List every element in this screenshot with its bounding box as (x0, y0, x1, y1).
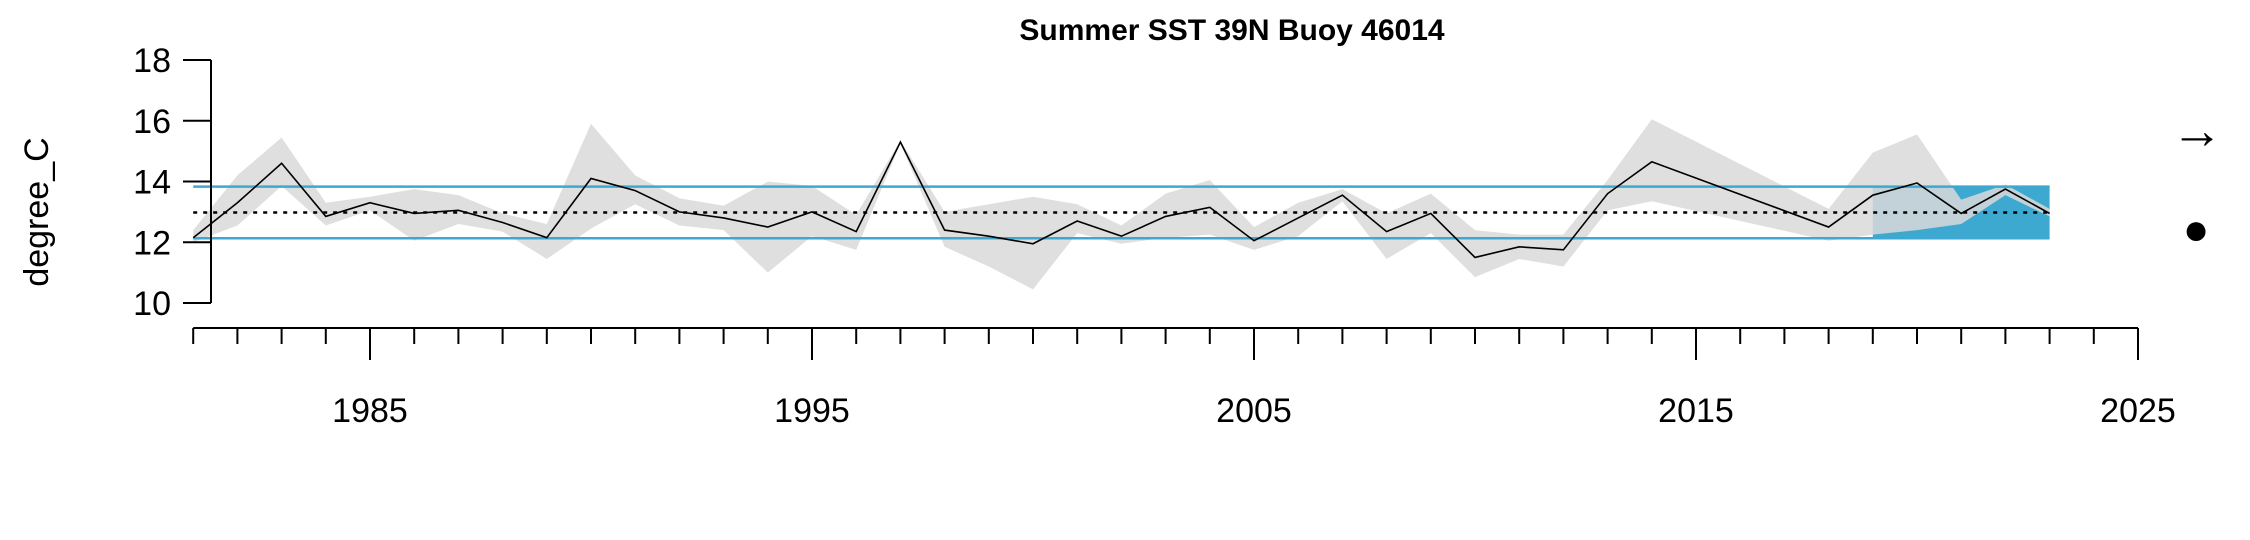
y-tick-label: 18 (133, 42, 171, 80)
data-point (2048, 211, 2052, 215)
data-point (2003, 187, 2007, 191)
data-point (1164, 214, 1168, 218)
plot-area (191, 119, 2052, 290)
data-point (1915, 181, 1919, 185)
data-point (1517, 245, 1521, 249)
x-tick-label: 1985 (332, 392, 408, 430)
data-point (1606, 192, 1610, 196)
x-tick-label: 2025 (2100, 392, 2176, 430)
y-tick-label: 12 (133, 224, 171, 262)
data-point (1650, 160, 1654, 164)
data-point (1871, 193, 1875, 197)
data-point (1252, 239, 1256, 243)
data-point (1429, 211, 1433, 215)
y-tick-label: 16 (133, 103, 171, 141)
chart-title: Summer SST 39N Buoy 46014 (1019, 14, 1445, 47)
data-point (943, 228, 947, 232)
data-point (810, 210, 814, 214)
y-tick-label: 10 (133, 285, 171, 323)
data-point (1959, 211, 1963, 215)
data-point (854, 230, 858, 234)
x-tick-label: 1995 (774, 392, 850, 430)
data-point (1340, 193, 1344, 197)
data-point (456, 208, 460, 212)
data-point (1385, 230, 1389, 234)
x-tick-label: 2005 (1216, 392, 1292, 430)
data-point (1075, 219, 1079, 223)
data-point (191, 236, 195, 240)
data-point (677, 210, 681, 214)
y-axis-label: degree_C (18, 137, 56, 286)
data-point (280, 161, 284, 165)
data-point (412, 211, 416, 215)
data-point (1473, 255, 1477, 259)
data-point (1561, 248, 1565, 252)
y-tick-label: 14 (133, 164, 171, 202)
error-band (193, 119, 2050, 290)
data-point (987, 234, 991, 238)
data-point (898, 140, 902, 144)
data-point (1031, 242, 1035, 246)
data-point (1827, 225, 1831, 229)
data-point (545, 236, 549, 240)
data-point (1119, 234, 1123, 238)
data-point (235, 201, 239, 205)
data-point (589, 176, 593, 180)
mean-status-dot-icon: ● (2183, 205, 2210, 254)
data-point (501, 221, 505, 225)
data-point (1208, 205, 1212, 209)
series-line (192, 140, 2050, 259)
x-tick-label: 2015 (1658, 392, 1734, 430)
data-point (633, 189, 637, 193)
data-point (324, 214, 328, 218)
axes: 10 12 14 16 18 1985 1995 2005 2015 2025 (133, 42, 2176, 430)
data-point (766, 225, 770, 229)
data-point (368, 201, 372, 205)
data-point (722, 216, 726, 220)
trend-arrow-icon: → (2171, 102, 2223, 160)
data-point (1296, 216, 1300, 220)
